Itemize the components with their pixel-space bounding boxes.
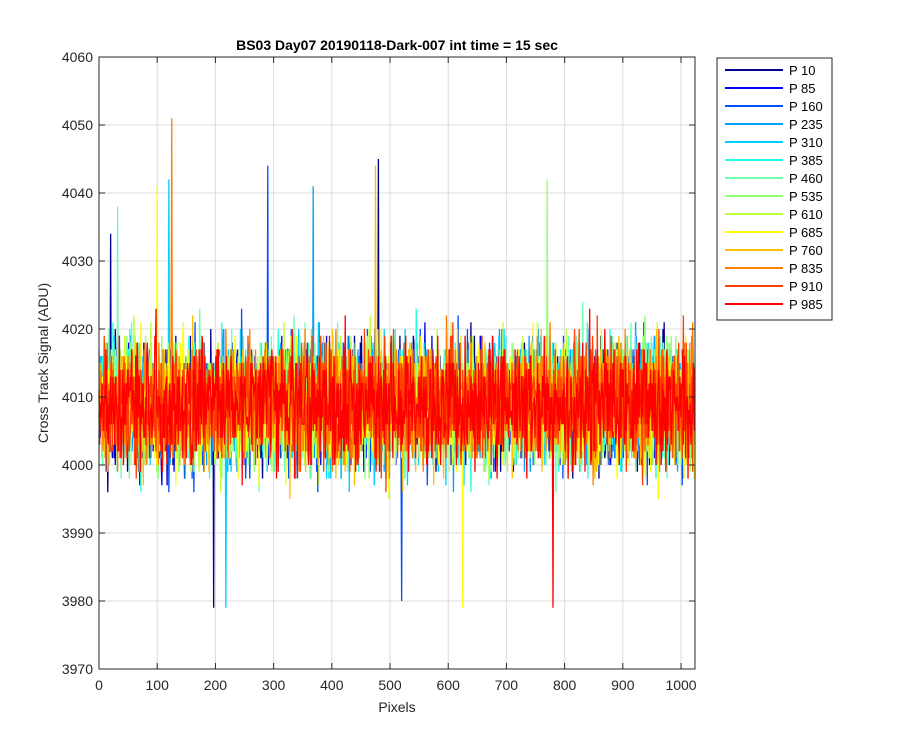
x-tick-label: 0 — [95, 677, 103, 693]
legend-label: P 160 — [789, 99, 823, 114]
y-tick-label: 3970 — [62, 661, 93, 677]
x-tick-label: 400 — [320, 677, 344, 693]
legend-label: P 85 — [789, 81, 816, 96]
y-tick-label: 3980 — [62, 593, 93, 609]
x-tick-label: 800 — [553, 677, 577, 693]
x-tick-label: 900 — [611, 677, 635, 693]
y-tick-label: 3990 — [62, 525, 93, 541]
legend-label: P 310 — [789, 135, 823, 150]
legend-label: P 910 — [789, 279, 823, 294]
y-tick-label: 4020 — [62, 321, 93, 337]
legend-label: P 610 — [789, 207, 823, 222]
legend: P 10 P 85 P 160 P 235 P 310 P 385 P 460 P 535 P … — [716, 57, 833, 321]
legend-label: P 460 — [789, 171, 823, 186]
y-tick-label: 4030 — [62, 253, 93, 269]
chart-title: BS03 Day07 20190118-Dark-007 int time = … — [236, 37, 558, 53]
x-tick-label: 200 — [204, 677, 228, 693]
legend-label: P 385 — [789, 153, 823, 168]
x-tick-label: 100 — [146, 677, 170, 693]
x-axis-label: Pixels — [378, 699, 415, 715]
y-tick-label: 4050 — [62, 117, 93, 133]
legend-label: P 835 — [789, 261, 823, 276]
legend-label: P 235 — [789, 117, 823, 132]
x-axis: 0 100 200 300 400 500 600 700 800 900 1000 — [95, 57, 697, 693]
y-axis-label: Cross Track Signal (ADU) — [35, 283, 51, 443]
legend-label: P 985 — [789, 297, 823, 312]
x-tick-label: 300 — [262, 677, 286, 693]
legend-label: P 760 — [789, 243, 823, 258]
y-tick-label: 4060 — [62, 49, 93, 65]
legend-box — [716, 57, 833, 321]
plot-frame — [98, 56, 696, 670]
x-tick-label: 500 — [378, 677, 402, 693]
legend-label: P 685 — [789, 225, 823, 240]
y-tick-label: 4010 — [62, 389, 93, 405]
series-layer — [98, 118, 696, 608]
series-line-p-985 — [98, 308, 696, 608]
x-tick-label: 700 — [495, 677, 519, 693]
y-tick-label: 4000 — [62, 457, 93, 473]
y-axis: 3970 3980 3990 4000 4010 4020 4030 4040 4050 4060 — [62, 49, 695, 677]
legend-label: P 535 — [789, 189, 823, 204]
legend-label: P 10 — [789, 63, 816, 78]
y-tick-label: 4040 — [62, 185, 93, 201]
x-tick-label: 600 — [437, 677, 461, 693]
x-tick-label: 1000 — [665, 677, 696, 693]
